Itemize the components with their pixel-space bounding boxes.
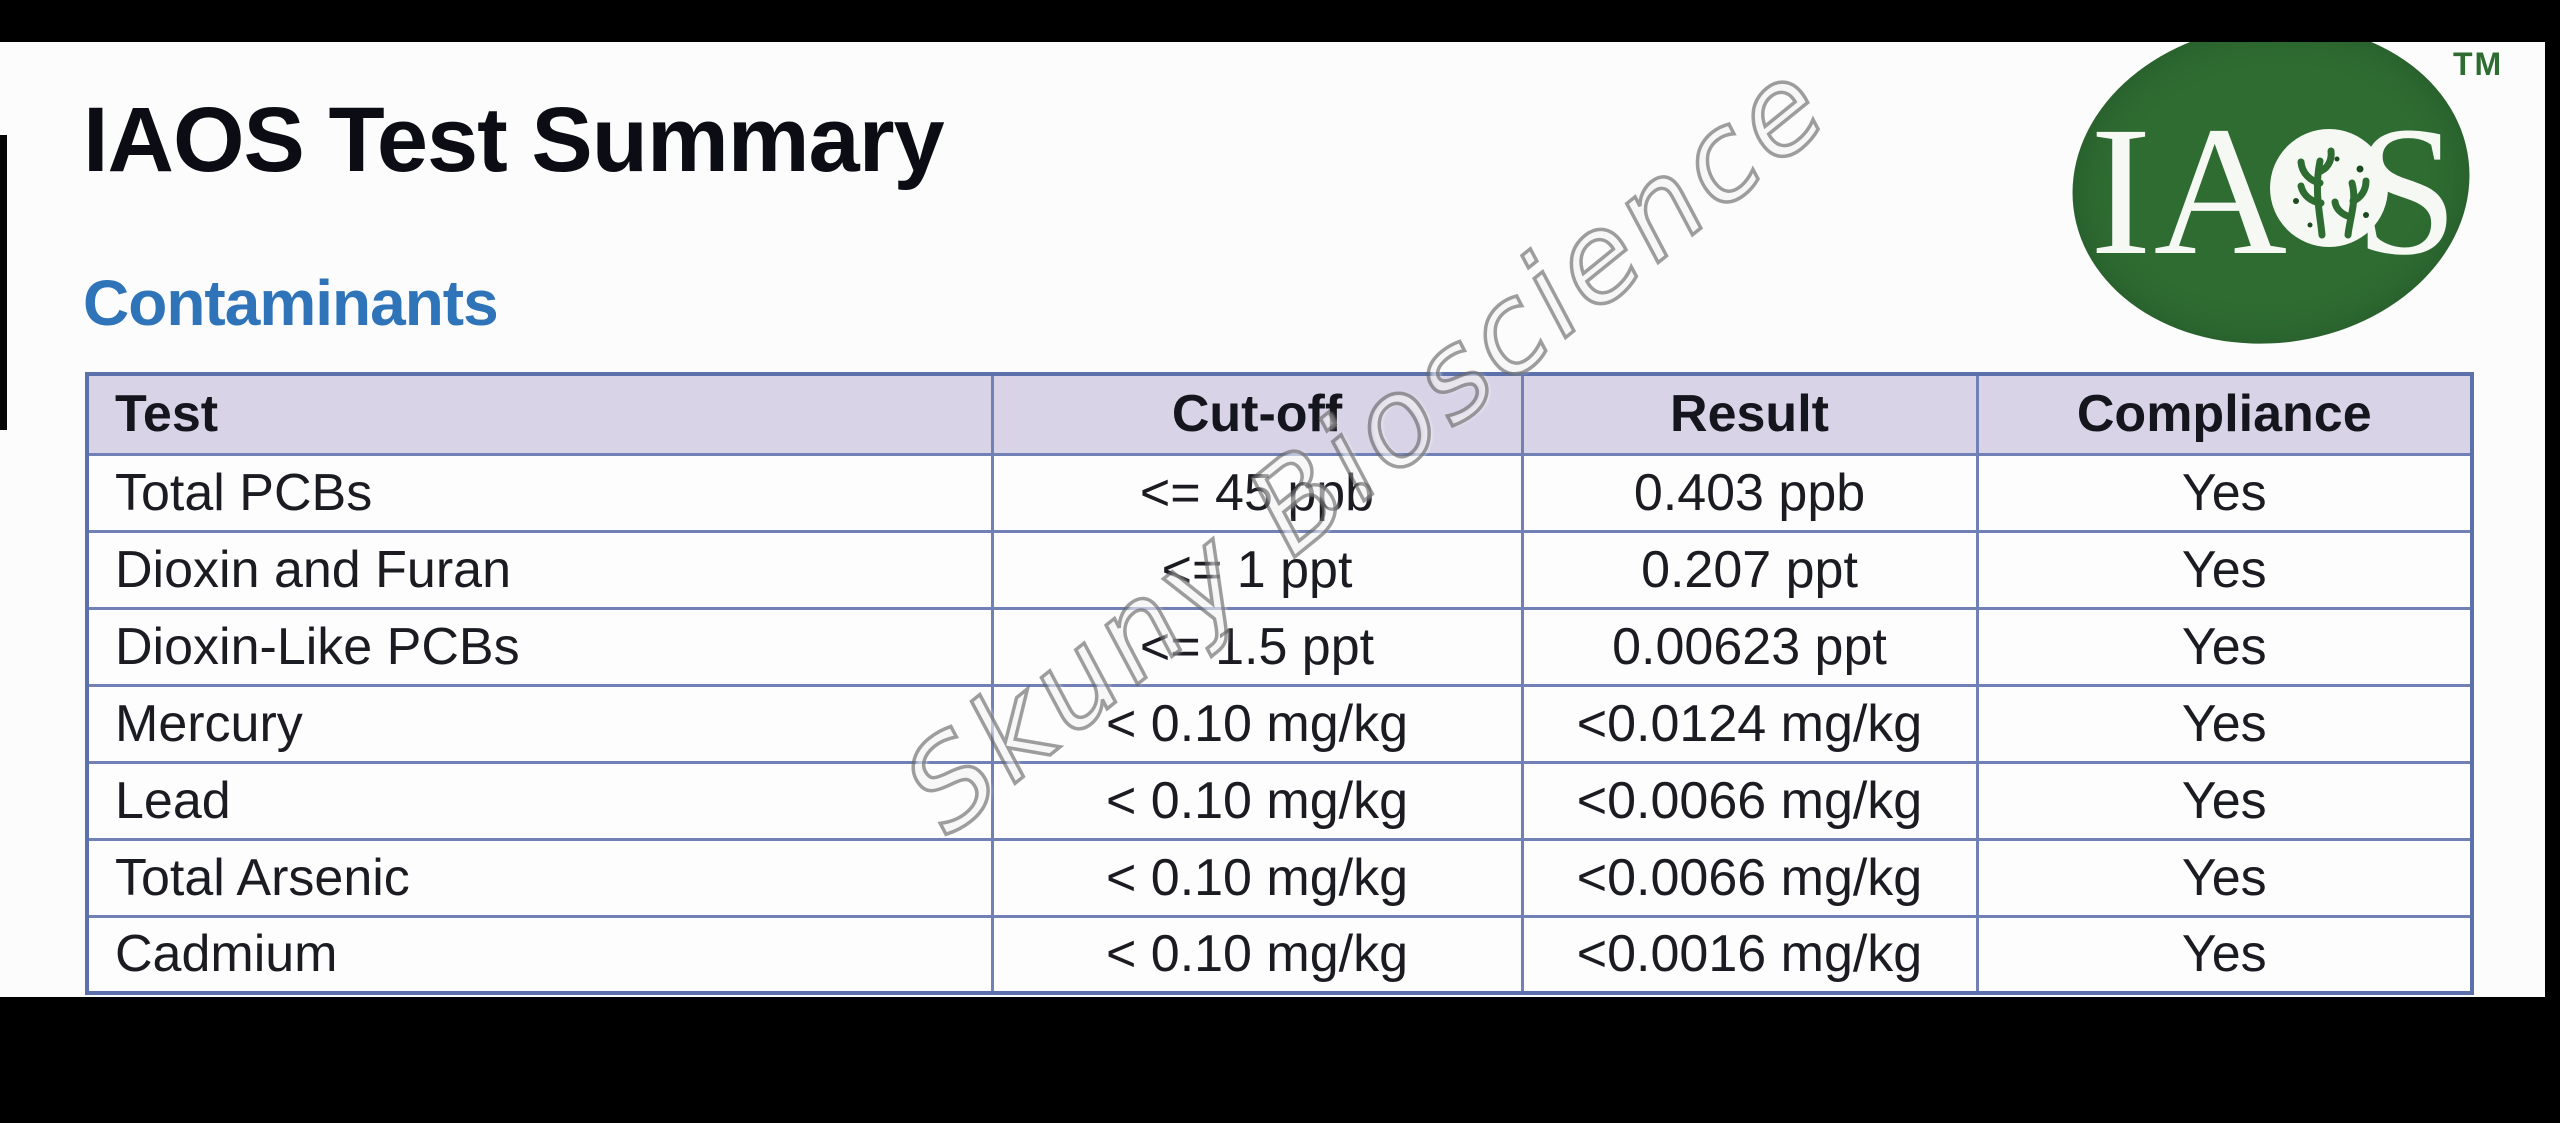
test-cell: Total PCBs bbox=[85, 452, 994, 533]
compliance-cell: Yes bbox=[1975, 914, 2474, 995]
compliance-cell: Yes bbox=[1975, 837, 2474, 918]
test-cell: Cadmium bbox=[85, 914, 994, 995]
right-letterbox-bar bbox=[2545, 0, 2560, 1123]
iaos-logo: IA bbox=[2054, 42, 2488, 367]
compliance-cell: Yes bbox=[1975, 452, 2474, 533]
result-cell: <0.0124 mg/kg bbox=[1520, 683, 1979, 764]
cutoff-cell: <= 1.5 ppt bbox=[990, 606, 1524, 687]
table-row: Cadmium < 0.10 mg/kg <0.0016 mg/kg Yes bbox=[85, 914, 2474, 995]
compliance-cell: Yes bbox=[1975, 529, 2474, 610]
document-sheet: IAOS Test Summary Contaminants Test Cut-… bbox=[0, 42, 2545, 997]
test-cell: Total Arsenic bbox=[85, 837, 994, 918]
result-cell: 0.403 ppb bbox=[1520, 452, 1979, 533]
cutoff-cell: < 0.10 mg/kg bbox=[990, 760, 1524, 841]
table-row: Mercury < 0.10 mg/kg <0.0124 mg/kg Yes bbox=[85, 683, 2474, 764]
cutoff-cell: < 0.10 mg/kg bbox=[990, 837, 1524, 918]
logo-o-circle bbox=[2270, 129, 2388, 247]
section-heading: Contaminants bbox=[83, 267, 499, 339]
test-cell: Lead bbox=[85, 760, 994, 841]
left-edge-strip bbox=[0, 135, 7, 430]
table-header-row: Test Cut-off Result Compliance bbox=[85, 372, 2474, 456]
header-cell-test: Test bbox=[85, 372, 994, 456]
page-title: IAOS Test Summary bbox=[83, 89, 945, 191]
logo-letters-ia: IA bbox=[2090, 89, 2290, 294]
table-row: Dioxin and Furan <= 1 ppt 0.207 ppt Yes bbox=[85, 529, 2474, 610]
header-cell-result: Result bbox=[1520, 372, 1979, 456]
table-row: Dioxin-Like PCBs <= 1.5 ppt 0.00623 ppt … bbox=[85, 606, 2474, 687]
result-cell: <0.0066 mg/kg bbox=[1520, 760, 1979, 841]
table-body: Total PCBs <= 45 ppb 0.403 ppb Yes Dioxi… bbox=[85, 452, 2474, 995]
table-row: Total PCBs <= 45 ppb 0.403 ppb Yes bbox=[85, 452, 2474, 533]
trademark-symbol: TM bbox=[2453, 46, 2504, 82]
table-row: Total Arsenic < 0.10 mg/kg <0.0066 mg/kg… bbox=[85, 837, 2474, 918]
seaweed-icon bbox=[2293, 147, 2370, 239]
contaminants-table: Test Cut-off Result Compliance Total PCB… bbox=[85, 372, 2474, 995]
cutoff-cell: <= 1 ppt bbox=[990, 529, 1524, 610]
compliance-cell: Yes bbox=[1975, 606, 2474, 687]
test-cell: Dioxin and Furan bbox=[85, 529, 994, 610]
cutoff-cell: < 0.10 mg/kg bbox=[990, 914, 1524, 995]
header-cell-compliance: Compliance bbox=[1975, 372, 2474, 456]
header-cell-cutoff: Cut-off bbox=[990, 372, 1524, 456]
result-cell: <0.0066 mg/kg bbox=[1520, 837, 1979, 918]
result-cell: <0.0016 mg/kg bbox=[1520, 914, 1979, 995]
result-cell: 0.207 ppt bbox=[1520, 529, 1979, 610]
test-cell: Dioxin-Like PCBs bbox=[85, 606, 994, 687]
table-row: Lead < 0.10 mg/kg <0.0066 mg/kg Yes bbox=[85, 760, 2474, 841]
test-cell: Mercury bbox=[85, 683, 994, 764]
contaminants-table-wrap: Test Cut-off Result Compliance Total PCB… bbox=[85, 372, 2474, 995]
compliance-cell: Yes bbox=[1975, 683, 2474, 764]
compliance-cell: Yes bbox=[1975, 760, 2474, 841]
cutoff-cell: < 0.10 mg/kg bbox=[990, 683, 1524, 764]
bottom-letterbox-bar bbox=[0, 997, 2560, 1123]
top-letterbox-bar bbox=[0, 0, 2560, 42]
result-cell: 0.00623 ppt bbox=[1520, 606, 1979, 687]
logo-letter-s: S bbox=[2355, 89, 2458, 294]
cutoff-cell: <= 45 ppb bbox=[990, 452, 1524, 533]
